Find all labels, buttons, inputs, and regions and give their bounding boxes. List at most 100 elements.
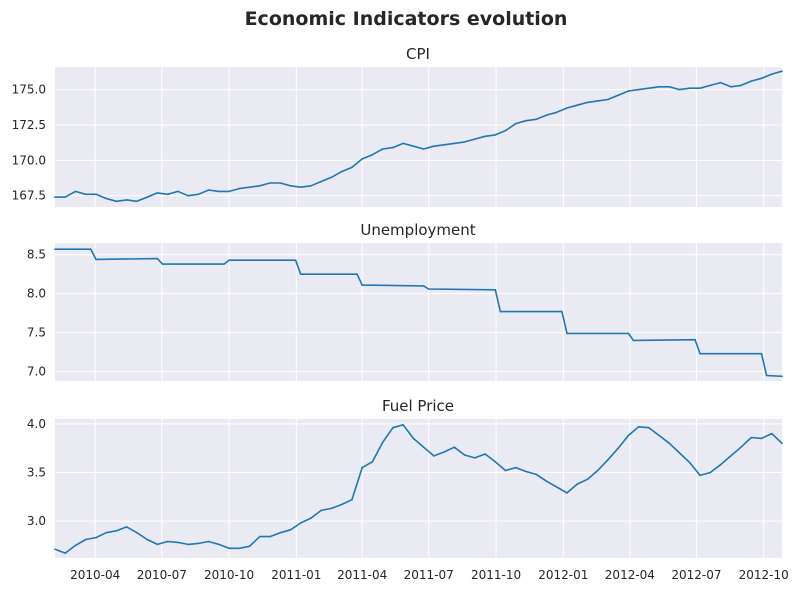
fuel-price-data-point bbox=[627, 434, 630, 437]
fuel-price-data-point bbox=[730, 455, 732, 457]
fuel-price-data-point bbox=[136, 531, 138, 534]
fuel-price-data-point bbox=[381, 441, 384, 444]
unemployment-data-point bbox=[54, 248, 56, 250]
cpi-panel-title: CPI bbox=[406, 45, 430, 63]
cpi-data-point bbox=[637, 88, 640, 91]
cpi-data-point bbox=[545, 114, 548, 116]
fuel-price-data-point bbox=[699, 474, 701, 477]
cpi-data-point bbox=[648, 87, 650, 89]
fuel-price-data-point bbox=[678, 452, 681, 454]
cpi-data-point bbox=[156, 192, 159, 194]
cpi-data-point bbox=[658, 86, 660, 88]
fuel-price-data-point bbox=[689, 461, 691, 464]
cpi-ytick-label: 172.5 bbox=[12, 118, 46, 132]
x-tick-label: 2011-01 bbox=[271, 568, 321, 582]
unemployment-data-point bbox=[781, 375, 783, 378]
fuel-price-data-point bbox=[750, 436, 753, 439]
fuel-price-data-point bbox=[371, 461, 374, 463]
fuel-price-data-point bbox=[504, 469, 507, 472]
fuel-price-data-point bbox=[269, 535, 271, 538]
unemployment-data-point bbox=[356, 273, 358, 276]
unemployment-data-point bbox=[228, 259, 230, 262]
cpi-data-point bbox=[750, 80, 753, 82]
unemployment-data-point bbox=[156, 257, 159, 260]
cpi-data-point bbox=[699, 87, 701, 89]
cpi-data-point bbox=[248, 186, 251, 188]
cpi-data-point bbox=[443, 144, 445, 146]
unemployment-data-point bbox=[699, 352, 701, 355]
cpi-ytick-label: 175.0 bbox=[12, 83, 46, 97]
fuel-price-data-point bbox=[156, 543, 159, 546]
fuel-price-data-point bbox=[197, 542, 200, 545]
x-tick-label: 2012-01 bbox=[538, 568, 588, 582]
cpi-data-point bbox=[668, 86, 671, 88]
cpi-data-point bbox=[422, 148, 425, 150]
fuel-price-data-point bbox=[463, 454, 466, 456]
fuel-price-data-point bbox=[177, 541, 179, 544]
unemployment-ytick-label: 8.0 bbox=[27, 287, 46, 301]
fuel-price-data-point bbox=[658, 434, 660, 437]
fuel-price-data-point bbox=[781, 442, 783, 445]
cpi-data-point bbox=[64, 196, 66, 198]
fuel-price-data-point bbox=[187, 543, 189, 546]
cpi-data-point bbox=[95, 193, 97, 196]
fuel-price-data-point bbox=[719, 463, 722, 466]
cpi-data-point bbox=[115, 200, 118, 203]
fuel-price-data-point bbox=[392, 426, 394, 429]
fuel-price-data-point bbox=[648, 426, 650, 429]
fuel-price-data-point bbox=[340, 503, 343, 506]
fuel-price-data-point bbox=[443, 451, 445, 453]
fuel-price-data-point bbox=[238, 547, 241, 550]
fuel-price-data-point bbox=[422, 446, 425, 449]
fuel-price-data-point bbox=[361, 466, 364, 469]
fuel-price-data-point bbox=[299, 522, 302, 524]
fuel-price-data-point bbox=[545, 480, 548, 483]
unemployment-plot-area bbox=[55, 243, 782, 381]
fuel-price-data-point bbox=[535, 473, 538, 476]
fuel-price-data-point bbox=[709, 471, 712, 474]
cpi-data-point bbox=[54, 196, 56, 198]
cpi-data-point bbox=[453, 142, 456, 145]
cpi-ytick-label: 167.5 bbox=[12, 189, 46, 203]
cpi-data-point bbox=[299, 186, 302, 188]
cpi-data-point bbox=[381, 148, 384, 150]
fuel-price-data-point bbox=[596, 469, 599, 472]
x-tick-label: 2012-10 bbox=[739, 568, 789, 582]
cpi-data-point bbox=[238, 187, 241, 190]
fuel-price-ytick-label: 3.0 bbox=[27, 514, 46, 528]
cpi-data-point bbox=[228, 190, 230, 193]
cpi-data-point bbox=[586, 101, 589, 104]
cpi-data-point bbox=[412, 145, 415, 147]
cpi-data-point bbox=[136, 200, 138, 203]
unemployment-data-point bbox=[299, 273, 302, 276]
cpi-data-point bbox=[515, 122, 517, 125]
cpi-data-point bbox=[187, 194, 189, 197]
fuel-price-data-point bbox=[259, 535, 261, 538]
cpi-data-point bbox=[279, 182, 282, 184]
unemployment-data-point bbox=[765, 374, 768, 377]
fuel-price-data-point bbox=[740, 446, 742, 449]
unemployment-data-point bbox=[294, 259, 297, 262]
cpi-data-point bbox=[74, 190, 77, 193]
unemployment-data-point bbox=[499, 310, 502, 313]
cpi-data-point bbox=[146, 196, 148, 198]
cpi-data-point bbox=[351, 166, 353, 169]
x-tick-label: 2012-04 bbox=[605, 568, 655, 582]
cpi-data-point bbox=[218, 190, 220, 193]
x-tick-label: 2011-10 bbox=[471, 568, 521, 582]
cpi-data-point bbox=[177, 190, 179, 193]
fuel-price-data-point bbox=[402, 424, 404, 426]
fuel-price-data-point bbox=[412, 437, 415, 440]
fuel-price-data-point bbox=[771, 432, 773, 435]
fuel-price-data-point bbox=[484, 453, 486, 455]
cpi-data-point bbox=[740, 84, 742, 87]
fuel-price-data-point bbox=[555, 486, 558, 488]
unemployment-data-point bbox=[694, 338, 696, 341]
fuel-price-data-point bbox=[351, 498, 353, 501]
fuel-price-data-point bbox=[95, 536, 97, 539]
cpi-data-point bbox=[760, 77, 763, 80]
cpi-data-point bbox=[474, 138, 476, 140]
x-tick-label: 2011-07 bbox=[404, 568, 454, 582]
unemployment-data-point bbox=[223, 263, 225, 265]
